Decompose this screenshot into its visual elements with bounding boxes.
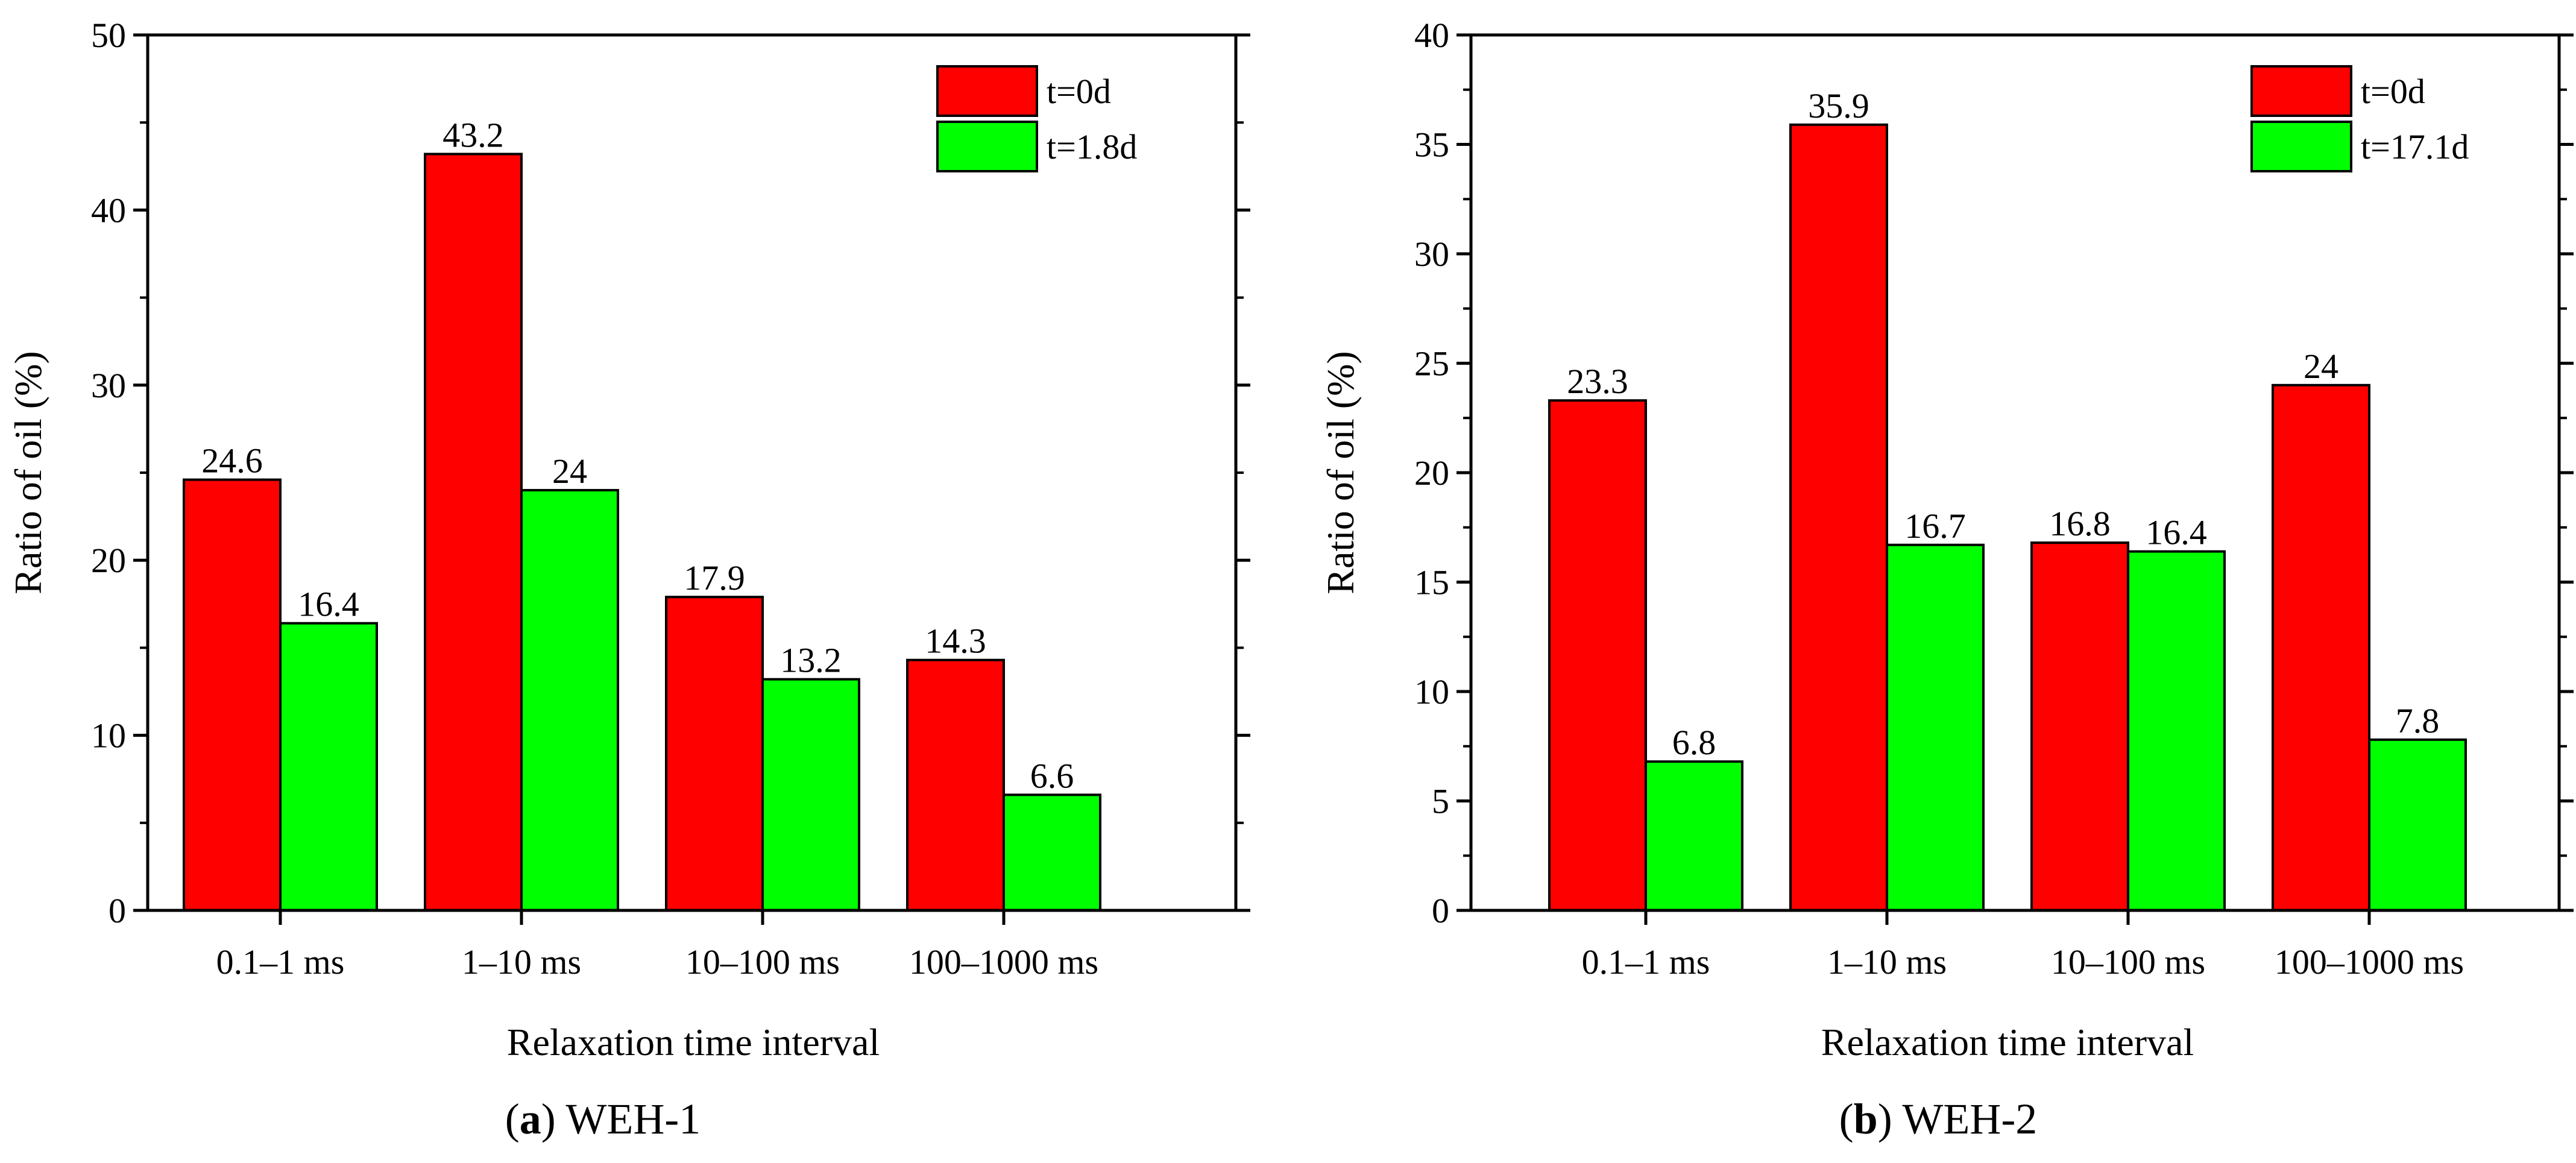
data-label: 43.2 [442, 115, 504, 154]
bars: 23.3 35.9 16.8 24 6.8 16.7 16.4 7.8 [1548, 86, 2467, 912]
y-tick-label: 10 [1414, 672, 1449, 711]
bar [2272, 383, 2370, 912]
panel-a: 24.6 43.2 17.9 14.3 16.4 24 13.2 6.6 0 10 20 30 40 50… [7, 16, 1250, 1143]
y-axis-title: Ratio of oil (%) [7, 351, 49, 594]
legend: t=0d t=1.8d [936, 65, 1137, 172]
data-label: 6.8 [1672, 723, 1716, 762]
legend-swatch [936, 121, 1038, 172]
bar [761, 678, 860, 912]
panel-caption: (b) WEH-2 [1839, 1095, 2038, 1143]
x-axis: 0.1–1 ms 1–10 ms 10–100 ms 100–1000 ms [216, 910, 1098, 982]
y-tick-label: 0 [109, 891, 126, 930]
y-tick-label: 0 [1432, 891, 1449, 930]
legend-label: t=1.8d [1047, 127, 1137, 166]
x-tick-label: 100–1000 ms [2275, 942, 2464, 982]
y-axis: 0 5 10 15 20 25 30 35 40 [1414, 16, 2574, 930]
x-tick-label: 100–1000 ms [909, 942, 1098, 982]
bar [1645, 760, 1743, 912]
y-tick-label: 40 [1414, 16, 1449, 55]
legend-label: t=0d [2361, 72, 2425, 111]
x-axis: 0.1–1 ms 1–10 ms 10–100 ms 100–1000 ms [1582, 910, 2464, 982]
x-tick-label: 0.1–1 ms [1582, 942, 1710, 982]
legend: t=0d t=17.1d [2250, 65, 2469, 172]
data-label: 24 [2304, 347, 2338, 386]
y-tick-label: 15 [1414, 563, 1449, 602]
y-tick-label: 30 [1414, 235, 1449, 274]
data-label: 13.2 [780, 641, 842, 680]
panel-letter: a [520, 1095, 541, 1143]
x-tick-label: 0.1–1 ms [216, 942, 345, 982]
data-label: 16.4 [2146, 513, 2207, 552]
y-tick-label: 50 [91, 16, 126, 55]
panel-name: WEH-2 [1902, 1095, 2037, 1143]
bars: 24.6 43.2 17.9 14.3 16.4 24 13.2 6.6 [183, 115, 1101, 912]
panel-b: 23.3 35.9 16.8 24 6.8 16.7 16.4 7.8 0 5 10 15 20 25 30… [1319, 16, 2574, 1143]
bar [183, 478, 282, 912]
data-label: 23.3 [1567, 362, 1628, 401]
bar [1548, 399, 1647, 912]
bar [665, 596, 764, 912]
bar [279, 622, 378, 912]
legend-label: t=0d [1047, 72, 1111, 111]
y-axis: 0 10 20 30 40 50 [91, 16, 1250, 930]
bar [1003, 793, 1101, 912]
bar [1789, 123, 1888, 912]
data-label: 17.9 [684, 558, 745, 597]
y-tick-label: 35 [1414, 125, 1449, 165]
data-label: 7.8 [2396, 701, 2440, 740]
x-tick-label: 10–100 ms [685, 942, 840, 982]
legend-swatch [936, 65, 1038, 117]
y-tick-label: 25 [1414, 344, 1449, 383]
y-tick-label: 20 [1414, 453, 1449, 493]
x-axis-title: Relaxation time interval [507, 1021, 880, 1064]
bar [2127, 550, 2226, 912]
panel-name: WEH-1 [565, 1095, 701, 1143]
y-axis-title: Ratio of oil (%) [1319, 351, 1362, 594]
bar [520, 489, 619, 912]
data-label: 35.9 [1808, 86, 1869, 125]
x-tick-label: 10–100 ms [2051, 942, 2205, 982]
legend-swatch [2250, 65, 2352, 117]
data-label: 14.3 [925, 622, 986, 661]
bar [1886, 543, 1985, 912]
x-axis-title: Relaxation time interval [1821, 1021, 2194, 1064]
y-tick-label: 5 [1432, 782, 1449, 821]
y-tick-label: 30 [91, 366, 126, 405]
legend-swatch [2250, 121, 2352, 172]
bar [906, 658, 1005, 912]
bar [2368, 738, 2467, 912]
y-tick-label: 40 [91, 191, 126, 230]
bar [424, 153, 523, 912]
data-label: 16.7 [1904, 506, 1966, 546]
data-label: 16.8 [2049, 504, 2111, 543]
x-tick-label: 1–10 ms [462, 942, 581, 982]
legend-label: t=17.1d [2361, 127, 2469, 166]
y-tick-label: 10 [91, 716, 126, 755]
y-tick-label: 20 [91, 541, 126, 580]
data-label: 24.6 [201, 441, 263, 481]
panel-letter: b [1854, 1095, 1878, 1143]
data-label: 16.4 [298, 585, 359, 624]
bar [2030, 541, 2129, 912]
x-tick-label: 1–10 ms [1827, 942, 1947, 982]
data-label: 24 [552, 452, 587, 491]
panel-caption: (a) WEH-1 [505, 1095, 701, 1143]
data-label: 6.6 [1030, 756, 1074, 795]
